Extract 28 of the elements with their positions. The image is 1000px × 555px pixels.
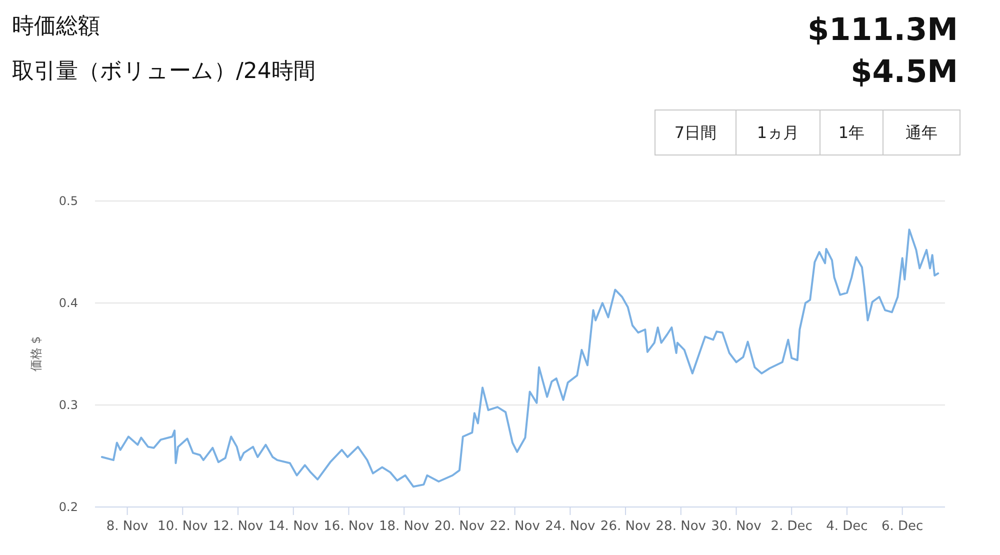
x-tick-label: 8. Nov: [106, 519, 149, 534]
x-tick-label: 26. Nov: [600, 519, 651, 534]
x-tick-label: 30. Nov: [711, 519, 762, 534]
y-tick-label: 0.4: [58, 296, 78, 310]
x-tick-label: 4. Dec: [826, 519, 868, 534]
x-tick-label: 20. Nov: [434, 519, 485, 534]
y-tick-label: 0.3: [58, 398, 78, 412]
x-tick-label: 14. Nov: [268, 519, 319, 534]
x-tick-label: 6. Dec: [881, 519, 924, 534]
x-tick-label: 12. Nov: [212, 519, 264, 534]
text: 1ヵ月: [756, 123, 800, 142]
x-tick-label: 18. Nov: [378, 519, 430, 534]
x-tick-label: 28. Nov: [656, 519, 706, 534]
y-tick-label: 0.5: [58, 194, 78, 208]
text: 7日間: [674, 123, 717, 142]
text: 1年: [838, 123, 865, 142]
text: 取引量（ボリューム）/24時間: [12, 59, 316, 84]
x-tick-label: 22. Nov: [490, 519, 540, 534]
y-axis-title: 価格 $: [29, 336, 43, 372]
text: $4.5M: [850, 54, 958, 90]
text: $111.3M: [808, 12, 958, 48]
x-tick-label: 10. Nov: [158, 519, 208, 534]
x-tick-label: 2. Dec: [770, 519, 812, 534]
y-tick-label: 0.2: [58, 500, 78, 514]
text: 通年: [906, 123, 938, 142]
text: 時価総額: [12, 14, 100, 39]
x-tick-label: 16. Nov: [324, 519, 374, 534]
x-tick-label: 24. Nov: [545, 519, 596, 534]
